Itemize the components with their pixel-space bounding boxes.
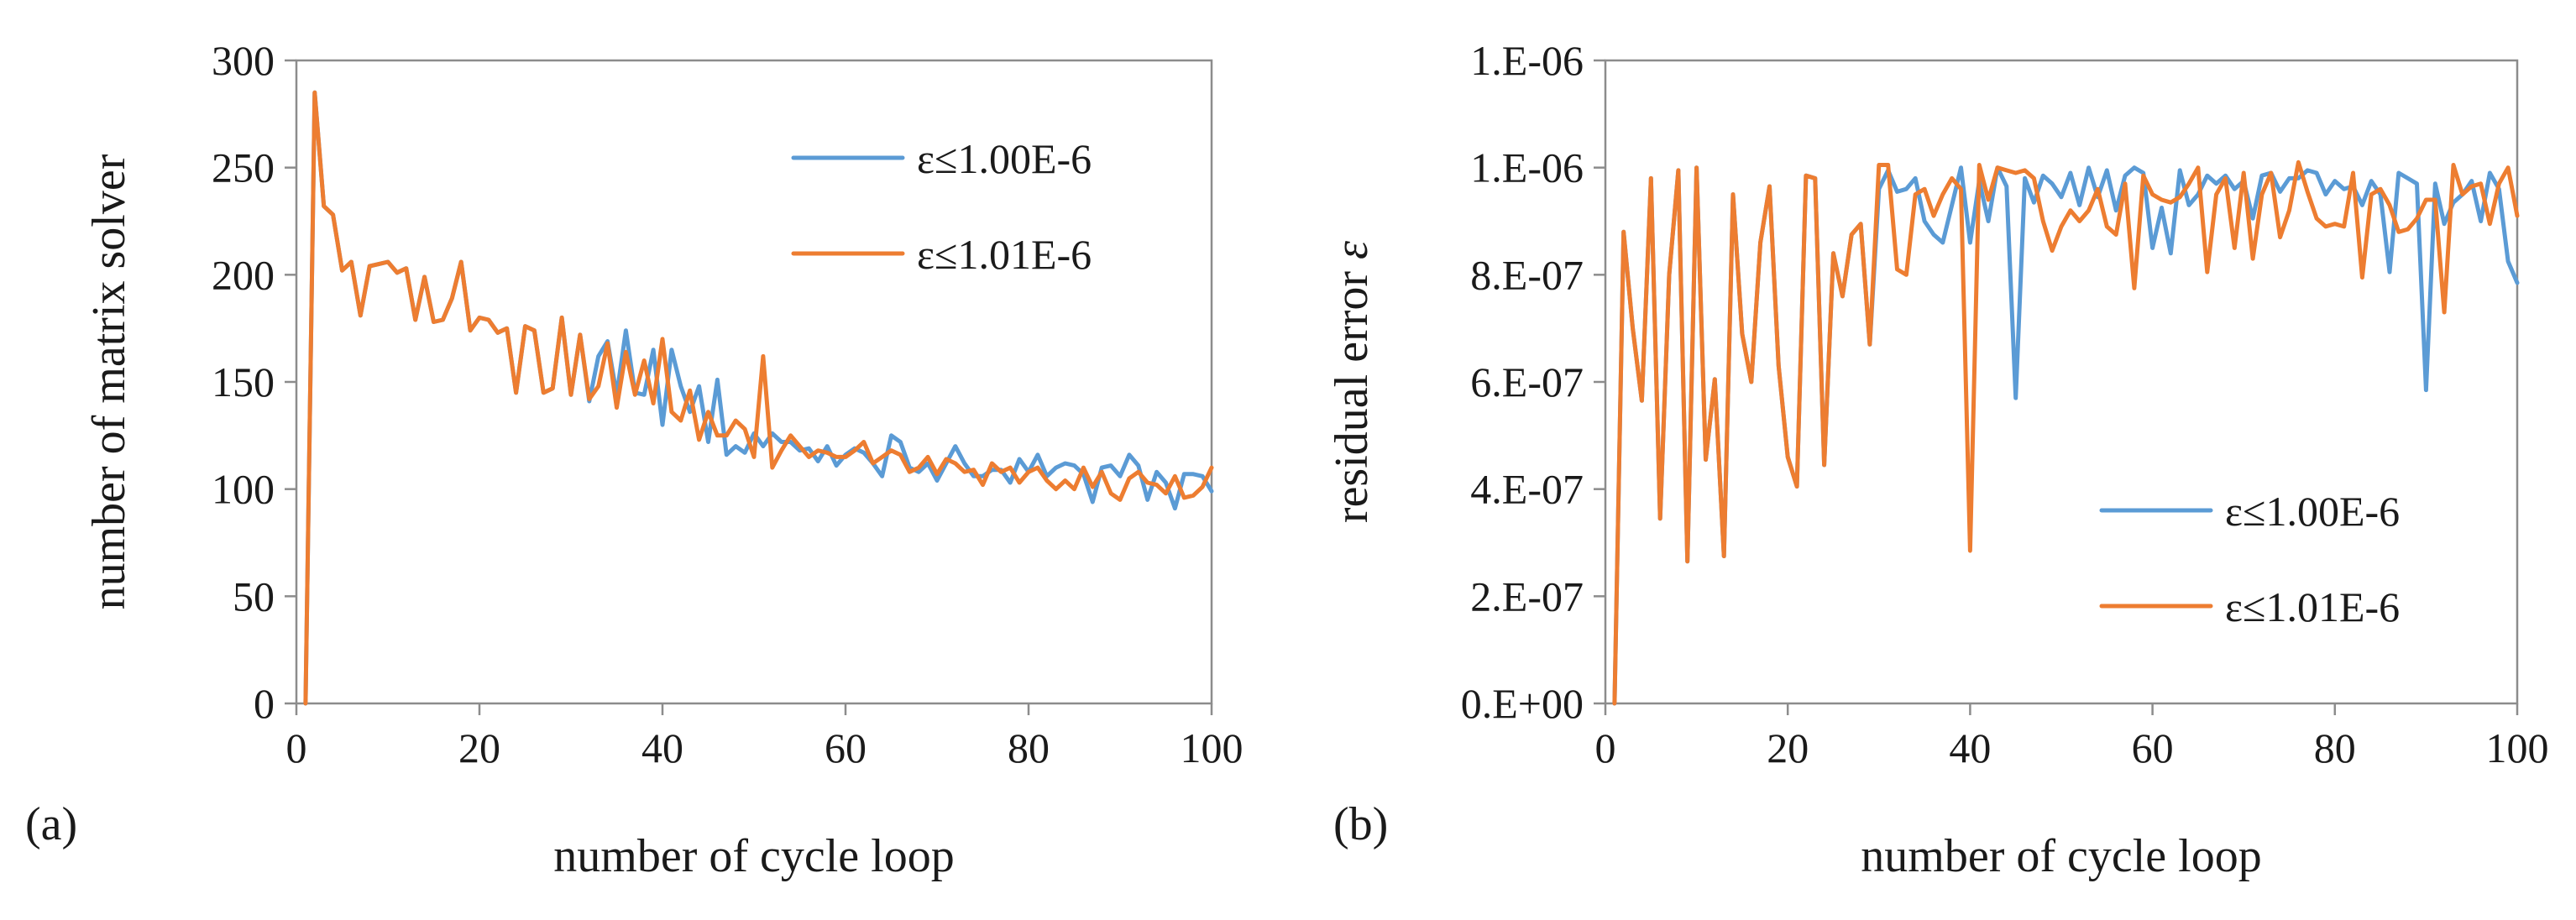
panel-a-x-tick-label: 80 [1008, 724, 1050, 771]
panel-a-y-tick-label: 150 [212, 358, 275, 405]
panel-a-y-tick-label: 300 [212, 37, 275, 84]
panel-b-series-line-orange [1612, 159, 2520, 706]
panel-b-ticks: 0 20 40 60 80 100 0.E+00 2.E-07 4.E-07 6.E-07 8.E-… [1461, 37, 2549, 771]
panel-a-ticks: 0 20 40 60 80 100 0 50 100 150 200 250 300 [212, 37, 1243, 771]
panel-b-legend-label-blue: ε≤1.00E-6 [2225, 488, 2400, 535]
panel-b-y-tick-label: 6.E-07 [1470, 358, 1584, 405]
panel-b-y-axis-title-text: residual error [1326, 259, 1378, 523]
panel-b-y-tick-label: 1.E-06 [1470, 37, 1584, 84]
panel-b-y-tick-label: 1.E-06 [1470, 144, 1584, 191]
panel-b-y-axis-title: residual error ε [1326, 240, 1378, 523]
panel-a-y-tick-label: 50 [233, 572, 275, 619]
panel-b-x-tick-label: 100 [2486, 724, 2549, 771]
panel-a-legend: ε≤1.00E-6 ε≤1.01E-6 [791, 135, 1092, 278]
panel-a-x-tick-label: 60 [825, 724, 867, 771]
panel-a-x-axis-title: number of cycle loop [553, 830, 954, 882]
panel-a-y-tick-label: 100 [212, 466, 275, 513]
panel-a-x-tick-label: 20 [458, 724, 500, 771]
panel-a-x-tick-label: 40 [641, 724, 683, 771]
panel-a-y-axis-title: number of matrix solver [83, 154, 135, 609]
panel-b-legend-label-orange: ε≤1.01E-6 [2225, 583, 2400, 630]
panel-b-label: (b) [1333, 798, 1388, 850]
panel-a-legend-label-blue: ε≤1.00E-6 [917, 135, 1092, 182]
panel-a-chart: 0 20 40 60 80 100 0 50 100 150 200 250 300 ε≤1.00E-6… [25, 37, 1243, 882]
panel-b-y-tick-label: 8.E-07 [1470, 251, 1584, 298]
panel-b-y-tick-label: 2.E-07 [1470, 572, 1584, 619]
panel-a-series-line-orange [303, 90, 1214, 706]
panel-a-x-tick-label: 0 [286, 724, 307, 771]
panel-b-series [1612, 159, 2520, 706]
panel-a-label: (a) [25, 798, 77, 850]
panel-a-series [303, 90, 1214, 706]
panel-b-y-tick-label: 4.E-07 [1470, 466, 1584, 513]
panel-a-x-tick-label: 100 [1181, 724, 1243, 771]
panel-a-y-tick-label: 250 [212, 144, 275, 191]
panel-a-y-tick-label: 0 [254, 680, 275, 727]
panel-b-y-tick-label: 0.E+00 [1461, 680, 1584, 727]
panel-b-x-tick-label: 40 [1949, 724, 1991, 771]
panel-b-y-axis-title-symbol: ε [1326, 240, 1378, 259]
panel-b-x-tick-label: 80 [2314, 724, 2356, 771]
panel-b-x-tick-label: 0 [1595, 724, 1616, 771]
panel-a-y-tick-label: 200 [212, 251, 275, 298]
panel-b-x-tick-label: 20 [1767, 724, 1809, 771]
panel-b-x-tick-label: 60 [2132, 724, 2174, 771]
panel-b-chart: 0 20 40 60 80 100 0.E+00 2.E-07 4.E-07 6.E-07 8.E-… [1326, 37, 2549, 882]
panel-a-legend-label-orange: ε≤1.01E-6 [917, 231, 1092, 278]
panel-b-x-axis-title: number of cycle loop [1861, 830, 2261, 882]
panel-b-legend: ε≤1.00E-6 ε≤1.01E-6 [2099, 488, 2400, 630]
